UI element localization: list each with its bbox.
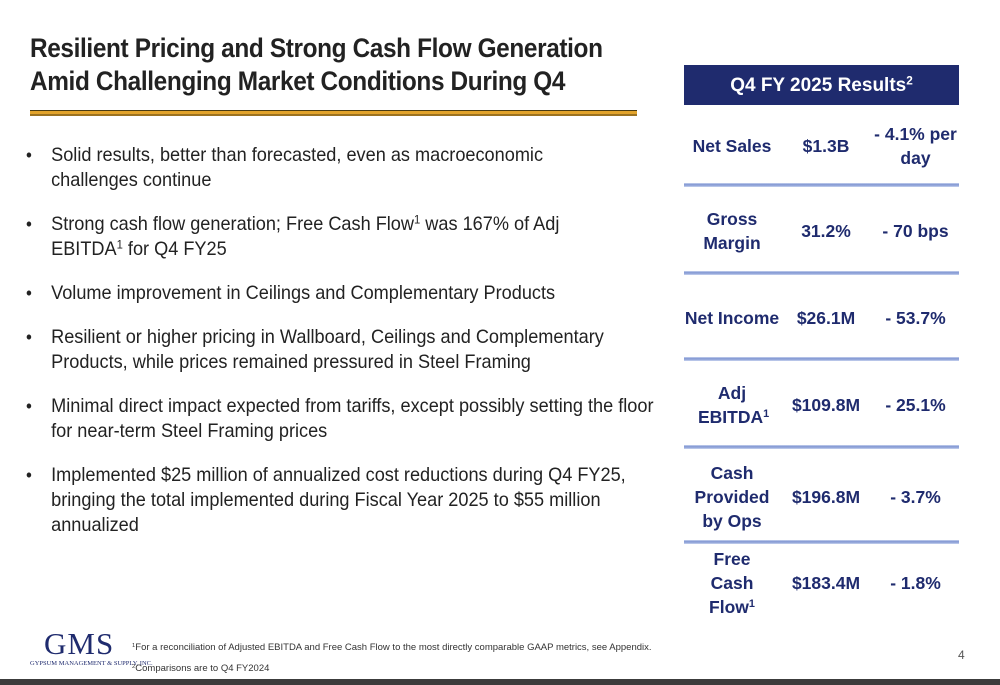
footnote-marker: 2 — [132, 663, 136, 670]
bottom-bar — [0, 679, 1000, 685]
metric-label: Free Cash Flow — [709, 549, 754, 617]
page-number: 4 — [958, 648, 965, 662]
footnote-marker: 1 — [748, 598, 755, 611]
bullet-text: Solid results, better than forecasted, e… — [51, 144, 544, 191]
metric-change: - 53.7% — [885, 308, 946, 328]
footnote-text: For a reconciliation of Adjusted EBITDA … — [135, 642, 652, 653]
metric-value: $1.3B — [802, 136, 850, 156]
footnote-2: 2Comparisons are to Q4 FY2024 — [132, 662, 652, 676]
bullet-text: Minimal direct impact expected from tari… — [51, 395, 654, 442]
metric-label-cell: Free Cash Flow1 — [684, 547, 780, 619]
metric-label: Net Income — [684, 308, 780, 328]
logo-subtitle: GYPSUM MANAGEMENT & SUPPLY, INC. — [30, 660, 153, 667]
metric-value: 31.2% — [801, 221, 851, 241]
footnote-1: 1For a reconciliation of Adjusted EBITDA… — [132, 641, 652, 655]
metric-change: - 25.1% — [885, 395, 946, 415]
results-row-free-cash-flow: Free Cash Flow1 $183.4M - 1.8% — [684, 544, 959, 622]
footnote-marker: 1 — [116, 237, 123, 252]
metric-value: $26.1M — [796, 308, 856, 328]
metric-label: Cash Provided by Ops — [694, 462, 770, 531]
metric-change: - 3.7% — [890, 486, 941, 507]
metric-label-cell: Adj EBITDA1 — [684, 381, 780, 429]
metric-value: $183.4M — [791, 573, 861, 593]
metric-label: Net Sales — [692, 136, 772, 156]
results-header-text: Q4 FY 2025 Results — [730, 75, 907, 96]
page-title: Resilient Pricing and Strong Cash Flow G… — [30, 32, 603, 98]
bullet-text-part: for Q4 FY25 — [122, 238, 227, 260]
bullet-text-part: was 167% of Adj EBITDA — [51, 213, 560, 260]
results-row-cash-provided: Cash Provided by Ops $196.8M - 3.7% — [684, 449, 959, 544]
results-row-gross-margin: Gross Margin 31.2% - 70 bps — [684, 187, 959, 275]
footnote-text: Comparisons are to Q4 FY2024 — [135, 663, 270, 674]
bullet-dot: • — [26, 145, 32, 165]
footnotes: 1For a reconciliation of Adjusted EBITDA… — [132, 641, 652, 683]
metric-label: Gross Margin — [703, 209, 761, 253]
results-row-net-sales: Net Sales $1.3B - 4.1% per day — [684, 105, 959, 187]
bullet-dot: • — [26, 465, 32, 485]
bullet-text: Implemented $25 million of annualized co… — [51, 464, 626, 536]
results-panel: Q4 FY 2025 Results2 Net Sales $1.3B - 4.… — [684, 65, 959, 622]
bullet-item: • Minimal direct impact expected from ta… — [26, 394, 670, 444]
footnote-marker: 1 — [413, 212, 421, 227]
metric-change: - 1.8% — [890, 573, 941, 593]
bullet-list: • Solid results, better than forecasted,… — [26, 143, 654, 557]
bullet-text-part: Strong cash flow generation; Free Cash F… — [51, 213, 414, 235]
footnote-marker: 1 — [763, 408, 770, 421]
bullet-dot: • — [26, 283, 32, 303]
results-row-adj-ebitda: Adj EBITDA1 $109.8M - 25.1% — [684, 361, 959, 449]
logo-mark: GMS — [44, 626, 115, 661]
bullet-item: • Volume improvement in Ceilings and Com… — [26, 281, 656, 306]
bullet-item: • Solid results, better than forecasted,… — [26, 143, 572, 193]
bullet-dot: • — [26, 327, 32, 347]
footnote-marker: 2 — [906, 74, 913, 88]
results-header: Q4 FY 2025 Results2 — [684, 65, 959, 105]
company-logo: GMS GYPSUM MANAGEMENT & SUPPLY, INC. — [30, 626, 153, 669]
bullet-item: • Strong cash flow generation; Free Cash… — [26, 212, 609, 262]
metric-change: - 70 bps — [882, 221, 949, 241]
results-row-net-income: Net Income $26.1M - 53.7% — [684, 275, 959, 361]
metric-change: - 4.1% per day — [874, 124, 957, 168]
title-divider — [30, 110, 637, 116]
bullet-item: • Implemented $25 million of annualized … — [26, 463, 628, 538]
bullet-text: Resilient or higher pricing in Wallboard… — [51, 326, 604, 373]
bullet-text: Volume improvement in Ceilings and Compl… — [51, 282, 556, 304]
metric-value: $109.8M — [791, 395, 861, 415]
title-line-2: Amid Challenging Market Conditions Durin… — [30, 66, 566, 96]
metric-label: Adj EBITDA — [698, 383, 764, 427]
bullet-item: • Resilient or higher pricing in Wallboa… — [26, 325, 656, 375]
title-line-1: Resilient Pricing and Strong Cash Flow G… — [30, 33, 603, 63]
bullet-dot: • — [26, 214, 32, 234]
footnote-marker: 1 — [132, 642, 136, 649]
bullet-dot: • — [26, 396, 32, 416]
metric-value: $196.8M — [791, 486, 861, 507]
